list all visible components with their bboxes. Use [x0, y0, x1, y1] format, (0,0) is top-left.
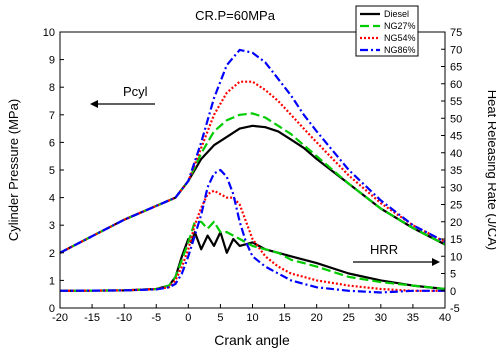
y-right-tick-label: 0: [450, 286, 456, 298]
hrr-arrow-head: [432, 258, 440, 266]
y-left-tick-label: 7: [49, 110, 55, 122]
y-left-tick-label: 4: [49, 193, 55, 205]
plot-lines: [59, 48, 446, 294]
x-tick-label: -10: [116, 312, 132, 324]
pcyl-annotation: Pcyl: [90, 84, 155, 108]
y-right-tick-label: 60: [450, 79, 462, 91]
y-right-tick-label: 55: [450, 96, 462, 108]
pcyl-label: Pcyl: [123, 84, 148, 99]
y-right-tick-label: 50: [450, 113, 462, 125]
legend-label-ng27-: NG27%: [384, 21, 416, 31]
chart-title: CR.P=60MPa: [195, 8, 276, 23]
x-axis-label: Crank angle: [214, 332, 290, 348]
series-line-ng27--right: [59, 220, 446, 292]
y-left-tick-label: 6: [49, 137, 55, 149]
legend-label-ng54-: NG54%: [384, 33, 416, 43]
legend-label-ng86-: NG86%: [384, 45, 416, 55]
x-tick-label: -5: [151, 312, 161, 324]
y-left-tick-label: 9: [49, 55, 55, 67]
series-line-ng86--right: [59, 168, 445, 294]
y-right-tick-label: 40: [450, 148, 462, 160]
x-tick-label: -20: [52, 312, 68, 324]
y-left-tick-label: 3: [49, 220, 55, 232]
y-axis-right-label: Heat Releasing Rate (J/CA): [485, 90, 496, 250]
y-left-tick-label: 1: [49, 275, 55, 287]
x-tick-label: -15: [84, 312, 100, 324]
series-line-ng54--left: [59, 80, 446, 254]
x-tick-label: 10: [246, 312, 258, 324]
y-right-tick-label: 5: [450, 269, 456, 281]
series-line-ng27--left: [59, 112, 446, 254]
x-tick-label: 20: [311, 312, 323, 324]
y-right-tick-label: 65: [450, 62, 462, 74]
y-axis-left-label: Cylinder Pressure (MPa): [6, 99, 21, 241]
y-right-tick-label: -5: [450, 303, 460, 315]
x-tick-label: 30: [375, 312, 387, 324]
pcyl-arrow-head: [90, 100, 98, 108]
y-right-tick-label: 25: [450, 200, 462, 212]
axis-ticks: -20 -15 -10 -5 0 5 10 15 20 25 30 35 40012345678910-…: [43, 27, 463, 324]
y-right-tick-label: 10: [450, 251, 462, 263]
x-tick-label: 25: [343, 312, 355, 324]
x-tick-label: 40: [439, 312, 451, 324]
y-right-tick-label: 35: [450, 165, 462, 177]
legend-label-diesel: Diesel: [384, 9, 409, 19]
y-right-tick-label: 75: [450, 27, 462, 39]
x-tick-label: 15: [278, 312, 290, 324]
y-left-tick-label: 5: [49, 165, 55, 177]
y-right-tick-label: 15: [450, 234, 462, 246]
y-left-tick-label: 8: [49, 82, 55, 94]
hrr-label: HRR: [370, 242, 398, 257]
y-left-tick-label: 2: [49, 248, 55, 260]
y-right-tick-label: 45: [450, 131, 462, 143]
y-right-tick-label: 70: [450, 44, 462, 56]
series-line-ng86--left: [59, 48, 446, 254]
x-tick-label: 5: [217, 312, 223, 324]
legend: Diesel NG27% NG54% NG86%: [355, 5, 419, 57]
y-right-tick-label: 20: [450, 217, 462, 229]
hrr-annotation: HRR: [353, 242, 440, 266]
x-tick-label: 35: [407, 312, 419, 324]
x-tick-label: 0: [185, 312, 191, 324]
series-line-ng54--right: [59, 189, 445, 292]
y-right-tick-label: 30: [450, 182, 462, 194]
y-left-tick-label: 10: [43, 27, 55, 39]
y-left-tick-label: 0: [49, 303, 55, 315]
